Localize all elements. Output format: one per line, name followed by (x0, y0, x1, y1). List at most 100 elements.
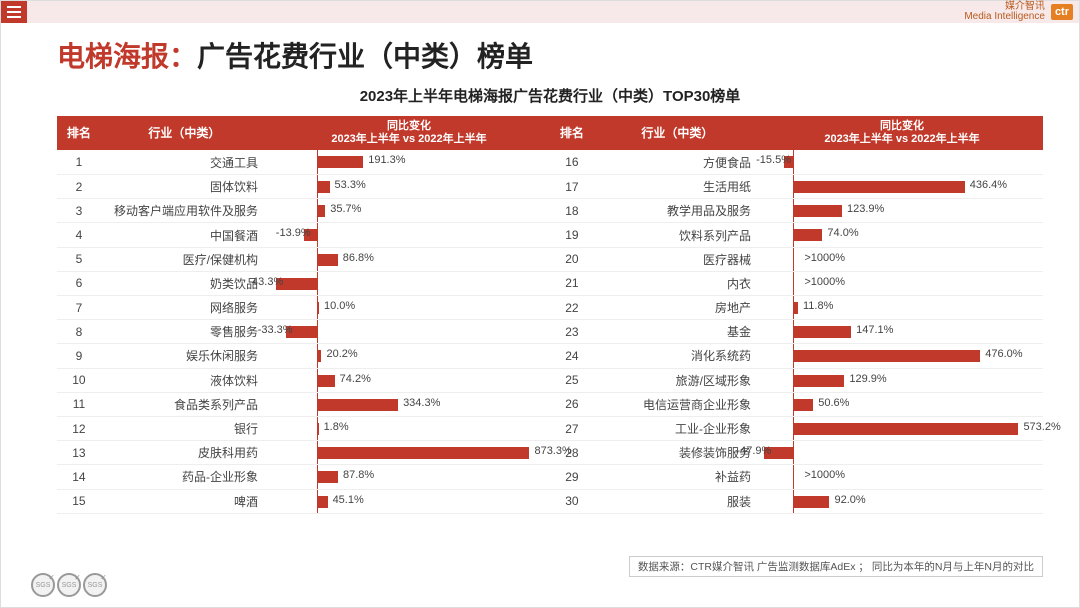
cell-bar: 86.8% (268, 247, 550, 271)
bar-positive (793, 326, 851, 338)
th-rank: 排名 (57, 116, 101, 150)
badge-icon: SGS (83, 573, 107, 597)
table-row: 1交通工具191.3% (57, 150, 550, 174)
table-row: 11食品类系列产品334.3% (57, 392, 550, 416)
cell-rank: 24 (550, 344, 594, 368)
cell-bar: 334.3% (268, 392, 550, 416)
bar-positive (793, 399, 813, 411)
th-industry: 行业（中类） (101, 116, 268, 150)
table-row: 22房地产11.8% (550, 296, 1043, 320)
cell-industry: 皮肤科用药 (101, 441, 268, 465)
th-change-l1: 同比变化 (270, 120, 548, 133)
cell-rank: 5 (57, 247, 101, 271)
subtitle: 2023年上半年电梯海报广告花费行业（中类）TOP30榜单 (57, 85, 1043, 106)
bar-label: 147.1% (856, 324, 893, 336)
table-row: 17生活用纸436.4% (550, 175, 1043, 199)
cell-bar: 53.3% (268, 175, 550, 199)
bar-positive (793, 350, 980, 362)
footnote: 数据来源：CTR媒介智讯 广告监测数据库AdEx ； 同比为本年的N月与上年N月… (629, 556, 1043, 577)
bar-positive (317, 302, 319, 314)
tables-container: 排名 行业（中类） 同比变化 2023年上半年 vs 2022年上半年 1交通工… (57, 116, 1043, 514)
brand-en: Media Intelligence (964, 12, 1045, 22)
cell-bar: 50.6% (761, 392, 1043, 416)
bar-positive (317, 181, 330, 193)
cell-industry: 交通工具 (101, 150, 268, 174)
bar-label: 10.0% (324, 300, 355, 312)
cell-industry: 基金 (594, 320, 761, 344)
bar-label: 53.3% (335, 179, 366, 191)
bar-positive (793, 302, 798, 314)
bar-positive (317, 399, 398, 411)
top-bar: 媒介智讯 Media Intelligence ctr (1, 1, 1079, 23)
certification-badges: SGS SGS SGS (31, 573, 107, 597)
cell-industry: 食品类系列产品 (101, 392, 268, 416)
cell-rank: 2 (57, 175, 101, 199)
table-row: 28装修装饰服务-47.9% (550, 441, 1043, 465)
bar-label: 873.3% (534, 445, 571, 457)
cell-rank: 14 (57, 465, 101, 489)
cell-bar: >1000% (761, 465, 1043, 489)
bar-label: -15.5% (756, 154, 791, 166)
bar-label: 11.8% (803, 300, 833, 312)
cell-rank: 16 (550, 150, 594, 174)
bar-positive (793, 181, 964, 193)
cell-bar: 74.2% (268, 368, 550, 392)
bar-positive (317, 205, 326, 217)
cell-rank: 25 (550, 368, 594, 392)
cell-bar: -33.3% (268, 320, 550, 344)
table-row: 27工业-企业形象573.2% (550, 416, 1043, 440)
table-row: 4中国餐酒-13.9% (57, 223, 550, 247)
cell-bar: 74.0% (761, 223, 1043, 247)
bar-positive (317, 471, 338, 483)
cell-rank: 29 (550, 465, 594, 489)
cell-industry: 补益药 (594, 465, 761, 489)
table-row: 23基金147.1% (550, 320, 1043, 344)
cell-industry: 消化系统药 (594, 344, 761, 368)
bar-label: 35.7% (330, 203, 361, 215)
th-change-l2: 2023年上半年 vs 2022年上半年 (270, 133, 548, 146)
table-row: 8零售服务-33.3% (57, 320, 550, 344)
cell-rank: 19 (550, 223, 594, 247)
table-row: 30服装92.0% (550, 489, 1043, 513)
bar-positive (317, 254, 338, 266)
bar-label: 86.8% (343, 252, 374, 264)
cell-rank: 3 (57, 199, 101, 223)
bar-label: 92.0% (834, 494, 865, 506)
cell-bar: 129.9% (761, 368, 1043, 392)
menu-button[interactable] (1, 1, 27, 23)
bar-label: 476.0% (985, 348, 1022, 360)
bar-positive (317, 423, 319, 435)
cell-bar: 873.3% (268, 441, 550, 465)
cell-industry: 饮料系列产品 (594, 223, 761, 247)
table-row: 9娱乐休闲服务20.2% (57, 344, 550, 368)
bar-positive (793, 229, 822, 241)
bar-positive (793, 496, 829, 508)
title-red: 电梯海报： (57, 35, 197, 75)
th-change-r: 同比变化 2023年上半年 vs 2022年上半年 (761, 116, 1043, 150)
cell-industry: 生活用纸 (594, 175, 761, 199)
bar-label: -33.3% (258, 324, 293, 336)
cell-bar: -43.3% (268, 271, 550, 295)
cell-bar: 20.2% (268, 344, 550, 368)
th-change-r-l1: 同比变化 (763, 120, 1041, 133)
cell-industry: 液体饮料 (101, 368, 268, 392)
table-row: 6奶类饮品-43.3% (57, 271, 550, 295)
cell-bar: 1.8% (268, 416, 550, 440)
bar-positive (317, 496, 328, 508)
bar-positive (317, 350, 322, 362)
cell-industry: 内衣 (594, 271, 761, 295)
bar-positive (793, 205, 842, 217)
cell-rank: 27 (550, 416, 594, 440)
cell-rank: 15 (57, 489, 101, 513)
cell-industry: 旅游/区域形象 (594, 368, 761, 392)
bar-positive (793, 375, 844, 387)
bar-label: 334.3% (403, 397, 440, 409)
cell-bar: 476.0% (761, 344, 1043, 368)
badge-icon: SGS (31, 573, 55, 597)
cell-industry: 奶类饮品 (101, 271, 268, 295)
cell-industry: 移动客户端应用软件及服务 (101, 199, 268, 223)
cell-rank: 4 (57, 223, 101, 247)
cell-rank: 21 (550, 271, 594, 295)
cell-bar: 10.0% (268, 296, 550, 320)
bar-label: 129.9% (849, 373, 886, 385)
